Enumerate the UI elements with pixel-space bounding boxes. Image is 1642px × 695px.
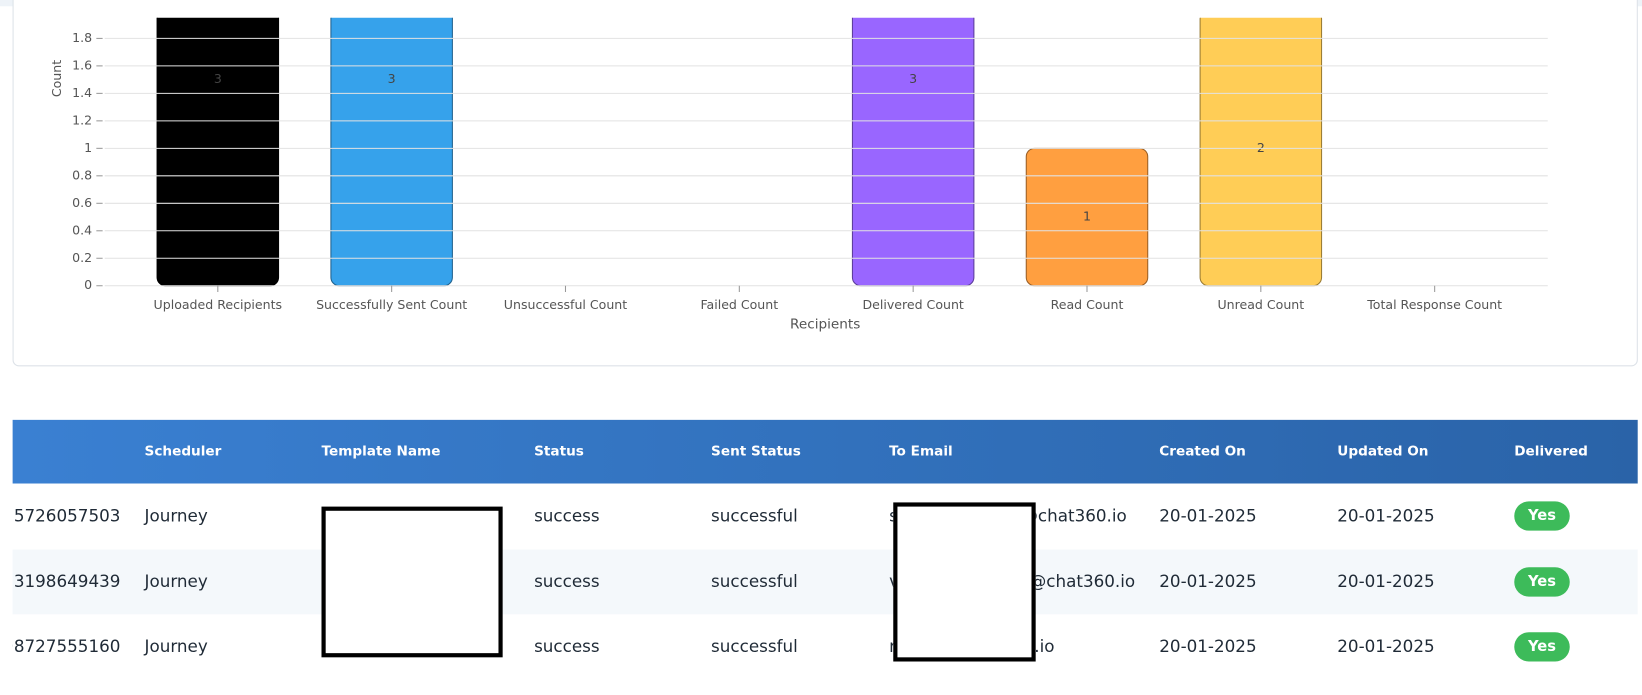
chart: Count Recipients 3 3 3 1 2 0 0.2 0.4 0.6 0.8 1 1.2… xyxy=(49,17,1548,332)
delivered-badge: Yes xyxy=(1514,632,1570,662)
y-tick-label: 0.6 xyxy=(72,195,92,210)
created-cell: 20-01-2025 xyxy=(1159,505,1257,526)
id-cell: 98727555160 xyxy=(12,636,121,657)
status-cell: success xyxy=(534,570,600,591)
updated-cell: 20-01-2025 xyxy=(1337,570,1435,591)
column-header: Delivered xyxy=(1514,443,1588,460)
email-end: @chat360.io xyxy=(1029,570,1136,591)
y-tick-label: 1.6 xyxy=(72,57,92,72)
created-cell: 20-01-2025 xyxy=(1159,636,1257,657)
x-tick-label: Read Count xyxy=(1051,297,1124,312)
column-header: Status xyxy=(534,443,584,460)
y-tick-label: 0.8 xyxy=(72,167,92,182)
created-cell: 20-01-2025 xyxy=(1159,570,1257,591)
scheduler-cell: Journey xyxy=(144,505,208,526)
table-row: 55726057503Journeysuccesssuccessfuls@cha… xyxy=(12,483,1638,549)
sent-status-cell: successful xyxy=(711,505,798,526)
bar xyxy=(156,17,280,287)
sent-status-cell: successful xyxy=(711,636,798,657)
column-header: Created On xyxy=(1159,443,1246,460)
delivered-badge: Yes xyxy=(1514,501,1570,531)
y-tick-label: 0 xyxy=(84,277,92,292)
sent-status-cell: successful xyxy=(711,570,798,591)
bar-value-label: 3 xyxy=(909,71,917,86)
x-axis-label: Recipients xyxy=(790,316,860,332)
table-row: 98727555160 Journey success successful r .io 2… xyxy=(12,614,1638,680)
data-table: Scheduler Template Name Status Sent Status T… xyxy=(12,419,1638,682)
scheduler-cell: Journey xyxy=(144,636,208,657)
status-cell: success xyxy=(534,505,600,526)
bar xyxy=(851,17,975,287)
x-tick-label: Failed Count xyxy=(700,297,778,312)
bar-value-label: 3 xyxy=(388,71,396,86)
column-header: Scheduler xyxy=(144,443,222,460)
x-tick-label: Unread Count xyxy=(1217,297,1304,312)
column-header: Updated On xyxy=(1337,443,1429,460)
y-tick-label: 0.4 xyxy=(72,222,92,237)
y-axis-label: Count xyxy=(49,60,64,97)
x-tick-label: Delivered Count xyxy=(862,297,963,312)
redaction-box xyxy=(893,502,1036,662)
x-tick-label: Successfully Sent Count xyxy=(316,297,467,312)
bar-value-label: 2 xyxy=(1257,140,1265,155)
table-header: Scheduler Template Name Status Sent Status T… xyxy=(12,419,1638,484)
column-header: Sent Status xyxy=(711,443,801,460)
id-cell: 55726057503 xyxy=(12,505,121,526)
bar-value-label: 1 xyxy=(1083,209,1091,224)
updated-cell: 20-01-2025 xyxy=(1337,636,1435,657)
email-end: .io xyxy=(1034,636,1055,657)
chart-card xyxy=(12,0,1638,367)
y-tick-label: 0.2 xyxy=(72,250,92,265)
redaction-box xyxy=(321,506,503,658)
status-cell: success xyxy=(534,636,600,657)
x-tick-label: Unsuccessful Count xyxy=(504,297,627,312)
bar-value-label: 3 xyxy=(214,71,222,86)
bar xyxy=(330,17,453,287)
column-header: To Email xyxy=(889,443,953,460)
delivered-badge: Yes xyxy=(1514,566,1570,597)
x-tick-label: Total Response Count xyxy=(1366,297,1502,312)
id-cell: 23198649439 xyxy=(12,570,121,591)
table-row: 23198649439Journeysuccesssuccessfulv@cha… xyxy=(12,548,1638,614)
updated-cell: 20-01-2025 xyxy=(1337,505,1435,526)
y-tick-label: 1 xyxy=(84,140,92,155)
email-end: @chat360.io xyxy=(1021,505,1127,526)
y-tick-label: 1.8 xyxy=(72,30,92,45)
email-start: r xyxy=(889,614,896,679)
x-tick-label: Uploaded Recipients xyxy=(154,297,283,312)
y-tick-label: 1.4 xyxy=(72,85,92,100)
scheduler-cell: Journey xyxy=(144,570,208,591)
plot-area: 3 3 3 1 2 xyxy=(156,17,1323,287)
y-tick-label: 1.2 xyxy=(72,112,92,127)
column-header: Template Name xyxy=(321,443,441,460)
